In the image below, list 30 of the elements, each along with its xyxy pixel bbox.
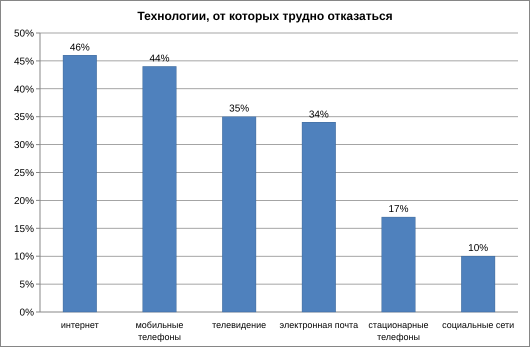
bar — [302, 122, 336, 312]
data-label: 34% — [308, 109, 329, 120]
data-label: 10% — [468, 243, 488, 254]
bar — [222, 116, 256, 312]
x-tick-label: мобильные телефоны — [136, 320, 184, 342]
data-label: 17% — [388, 204, 409, 216]
chart-title: Технологии, от которых трудно отказаться — [137, 9, 393, 23]
bar — [142, 66, 176, 312]
y-tick-label: 0% — [20, 308, 34, 318]
y-tick-label: 20% — [14, 196, 34, 207]
data-label: 35% — [229, 104, 250, 115]
y-tick-label: 10% — [14, 252, 34, 263]
y-tick-label: 30% — [14, 140, 34, 152]
bar — [461, 256, 496, 312]
x-tick-label: интернет — [60, 320, 99, 330]
bar — [62, 55, 97, 312]
y-tick-label: 50% — [14, 28, 34, 40]
y-tick-label: 45% — [14, 56, 34, 68]
x-tick-label: телевидение — [212, 320, 266, 330]
y-tick-label: 40% — [14, 84, 34, 96]
y-tick-label: 35% — [14, 112, 34, 124]
bar — [382, 216, 416, 312]
y-tick-label: 15% — [14, 224, 34, 235]
x-tick-label: стационарные телефоны — [368, 320, 429, 342]
y-tick-label: 5% — [20, 280, 34, 291]
x-tick-label: электронная почта — [280, 320, 358, 330]
data-label: 46% — [70, 42, 90, 54]
data-label: 44% — [149, 53, 170, 64]
x-tick-label: социальные сети — [442, 320, 514, 330]
y-tick-label: 25% — [14, 168, 34, 179]
